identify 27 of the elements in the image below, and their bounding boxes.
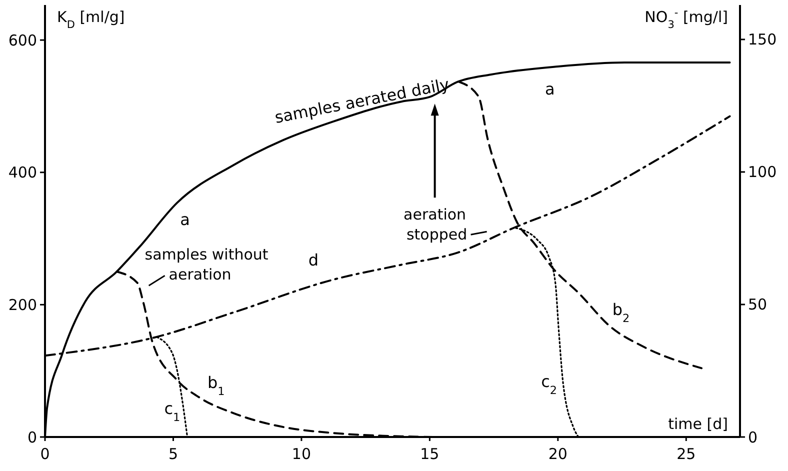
annotation: samples without aeration [144, 246, 268, 284]
x-tick-label: 10 [292, 445, 312, 463]
x-tick-label: 20 [548, 445, 568, 463]
series-label: d [308, 250, 319, 270]
annotation: aeration stopped [404, 206, 468, 244]
y2-axis-title: NO$_{3}$$^{-}$ [mg/l] [644, 7, 728, 31]
x-axis-title: time [d] [668, 415, 728, 433]
y2-tick-label: 50 [748, 296, 768, 314]
x-tick-label: 15 [420, 445, 440, 463]
series-label: c$_{1}$ [164, 398, 180, 424]
series-label: c$_{2}$ [541, 372, 558, 396]
y-axis-title: K$_{D}$ [ml/g] [57, 8, 125, 31]
x-tick-label: 5 [168, 445, 178, 463]
series-label: b$_{1}$ [208, 372, 225, 398]
y2-tick-label: 0 [748, 428, 758, 446]
y2-tick-label: 100 [748, 163, 777, 182]
y-tick-label: 600 [8, 31, 37, 50]
series-label: b$_{2}$ [612, 300, 630, 325]
y2-tick-label: 150 [748, 30, 777, 49]
y-tick-label: 0 [27, 428, 37, 446]
y-tick-label: 200 [8, 296, 37, 314]
y-tick-label: 400 [8, 164, 37, 182]
x-tick-label: 25 [676, 445, 696, 463]
series-label: a [180, 210, 190, 229]
text: a [545, 80, 555, 99]
x-tick-label: 0 [40, 445, 50, 463]
annotation: samples aerated daily [273, 74, 451, 128]
